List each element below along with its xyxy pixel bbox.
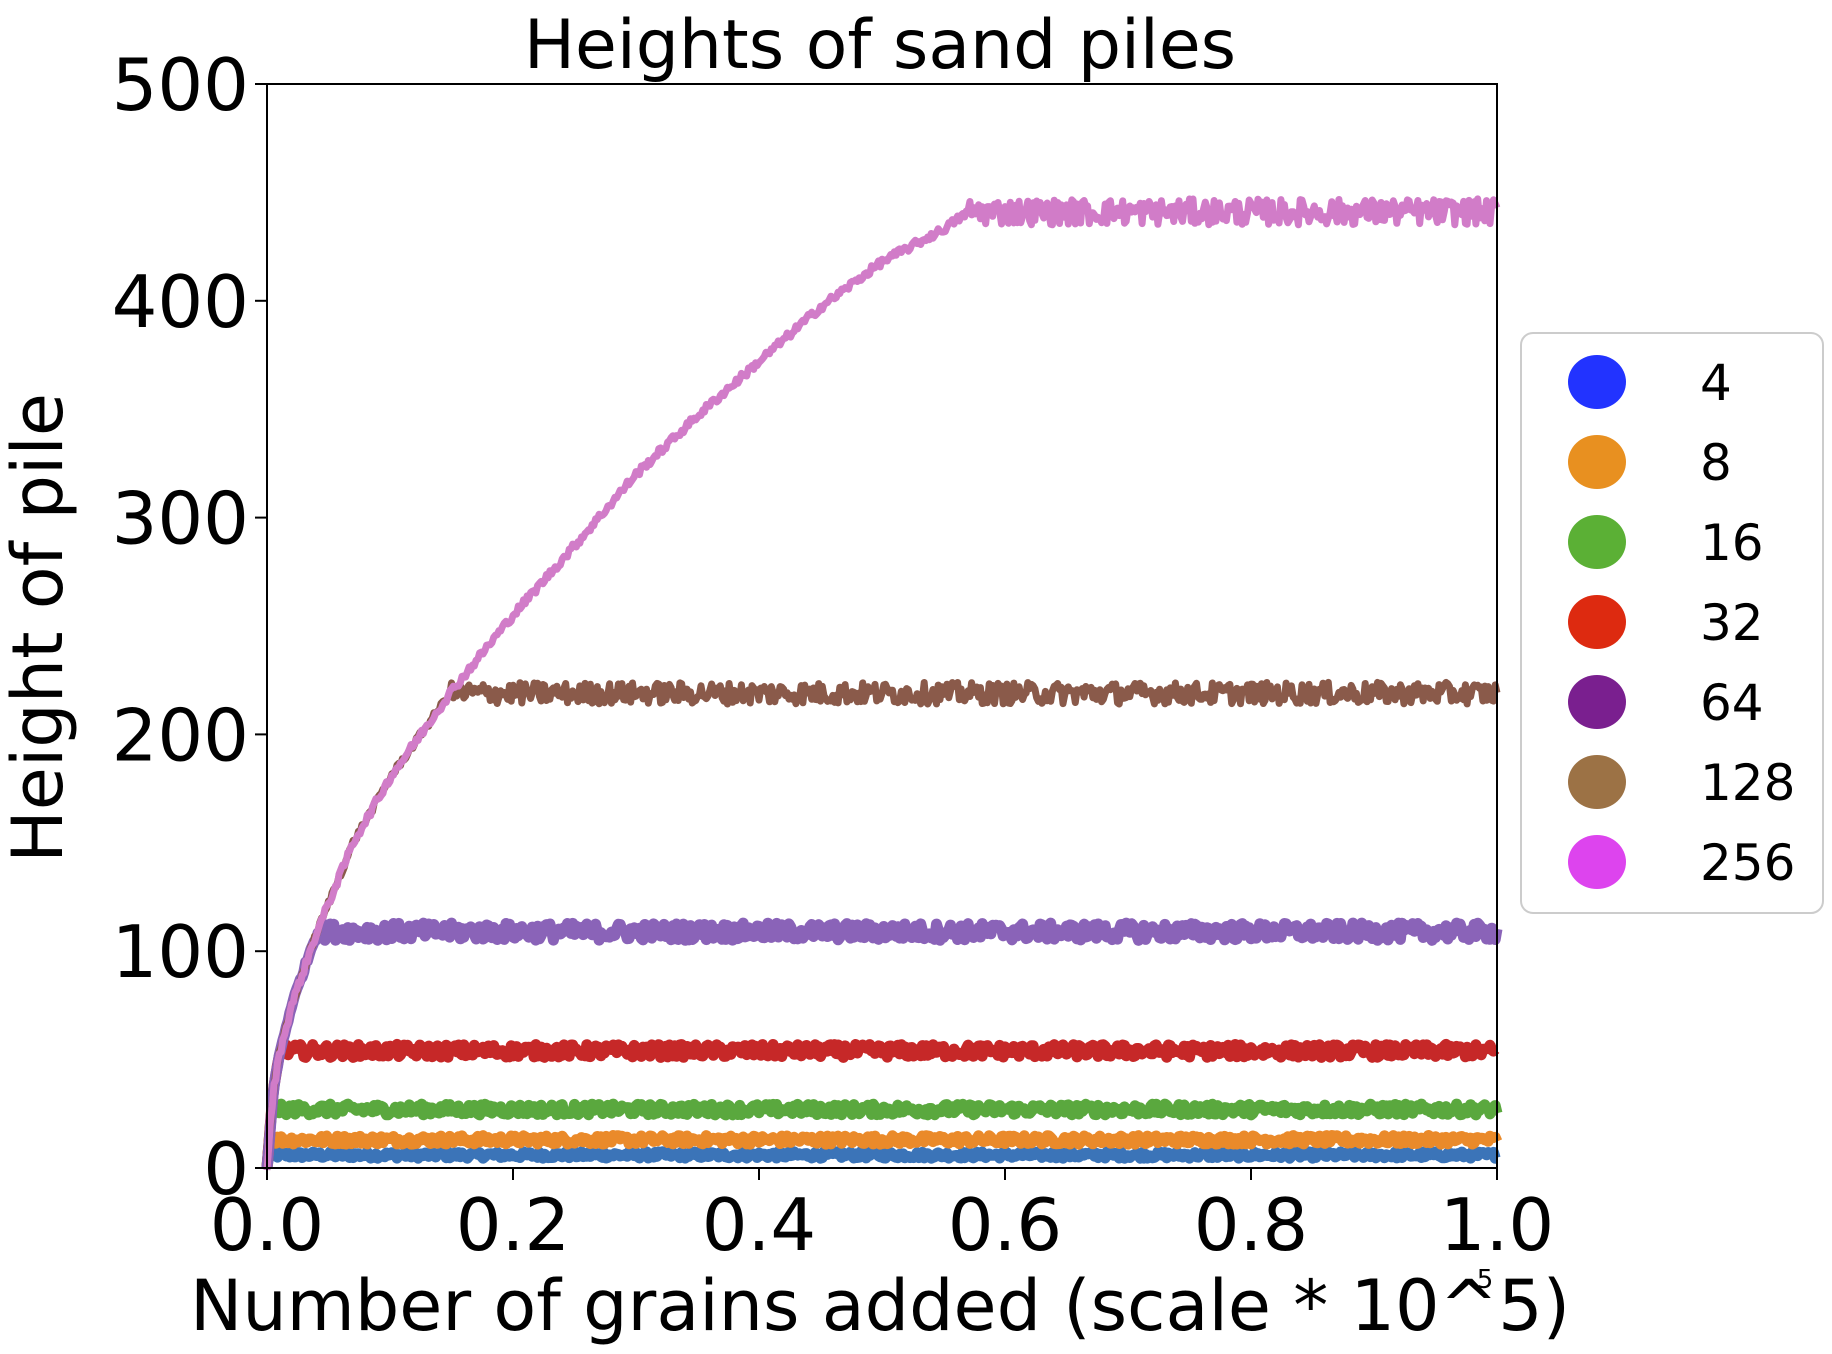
y-axis-label: Height of pile: [0, 393, 79, 863]
x-tick-label: 0.0: [210, 1183, 325, 1267]
series-line-16: [261, 1098, 1503, 1168]
legend-label-64: 64: [1700, 674, 1764, 732]
series-line-32: [261, 1038, 1501, 1169]
series-line-4: [261, 1146, 1501, 1169]
legend-marker-256: [1568, 835, 1626, 889]
legend-label-32: 32: [1700, 594, 1764, 652]
plot-frame: [266, 83, 1498, 1169]
y-tick-label: 500: [112, 43, 249, 127]
legend-label-128: 128: [1700, 754, 1795, 812]
y-tick-label: 0: [203, 1127, 249, 1211]
series-layer: [261, 195, 1503, 1171]
legend: 4 8 16 32 64 128 256: [1520, 332, 1824, 914]
legend-marker-32: [1568, 595, 1626, 649]
legend-label-8: 8: [1700, 434, 1732, 492]
series-line-256: [263, 195, 1501, 1171]
legend-marker-4: [1568, 355, 1626, 409]
legend-marker-64: [1568, 675, 1626, 729]
axes-layer: 0.0 0.2 0.4 0.6 0.8 1.0 0 100 200 300 400 500: [112, 43, 1555, 1267]
series-line-128: [263, 678, 1501, 1170]
x-axis-label: Number of grains added (scale * 10^5): [190, 1265, 1570, 1347]
legend-marker-8: [1568, 435, 1626, 489]
x-tick-label: 0.4: [702, 1183, 817, 1267]
y-tick-label: 400: [112, 260, 249, 344]
series-line-64: [261, 917, 1503, 1169]
legend-label-4: 4: [1700, 354, 1732, 412]
legend-label-256: 256: [1700, 834, 1795, 892]
chart-title: Heights of sand piles: [524, 6, 1236, 85]
x-tick-label: 0.2: [456, 1183, 571, 1267]
legend-marker-16: [1568, 515, 1626, 569]
y-tick-label: 200: [112, 693, 249, 777]
legend-label-16: 16: [1700, 514, 1764, 572]
series-line-8: [261, 1130, 1503, 1169]
y-tick-label: 100: [112, 910, 249, 994]
legend-marker-128: [1568, 755, 1626, 809]
y-tick-label: 300: [112, 477, 249, 561]
x-tick-label: 0.6: [948, 1183, 1063, 1267]
x-axis-offset-label: 5: [1477, 1265, 1494, 1295]
x-tick-label: 1.0: [1440, 1183, 1555, 1267]
legend-box: [1520, 332, 1824, 914]
x-tick-label: 0.8: [1194, 1183, 1309, 1267]
